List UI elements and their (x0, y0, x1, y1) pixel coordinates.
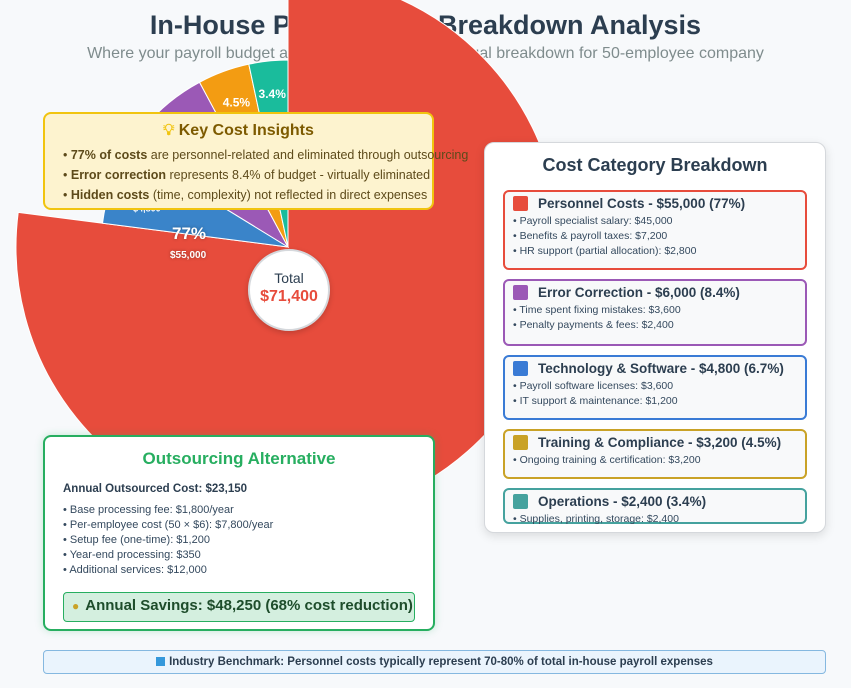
insights-list: 77% of costs are personnel-related and e… (61, 148, 468, 202)
annual-savings-text: Annual Savings: $48,250 (68% cost reduct… (85, 597, 413, 614)
benchmark-text: Industry Benchmark: Personnel costs typi… (169, 656, 713, 668)
category-item: Payroll specialist salary: $45,000 (513, 214, 797, 229)
category-card: Training & Compliance - $3,200 (4.5%) Ong… (503, 429, 807, 479)
category-title-text: Personnel Costs - $55,000 (77%) (538, 196, 746, 211)
outsourcing-item: Additional services: $12,000 (63, 563, 415, 578)
insights-title-text: Key Cost Insights (178, 122, 314, 139)
category-title: Operations - $2,400 (3.4%) (513, 494, 797, 509)
insight-highlight: Error correction (70, 168, 167, 182)
category-item: Penalty payments & fees: $2,400 (513, 318, 797, 333)
outsourcing-item: Base processing fee: $1,800/year (63, 503, 415, 518)
insight-highlight: Hidden costs (70, 188, 150, 202)
category-item: Time spent fixing mistakes: $3,600 (513, 303, 797, 318)
category-card: Technology & Software - $4,800 (6.7%) Pay… (503, 355, 807, 420)
category-item: IT support & maintenance: $1,200 (513, 394, 797, 409)
outsourcing-item: Per-employee cost (50 × $6): $7,800/year (63, 518, 415, 533)
insight-text: (time, complexity) not reflected in dire… (149, 188, 428, 202)
personnel-percent-label: 77% (172, 224, 207, 243)
outsourcing-item: Year-end processing: $350 (63, 548, 415, 563)
insight-text: represents 8.4% of budget - virtually el… (166, 168, 431, 182)
insight-item: 77% of costs are personnel-related and e… (63, 148, 468, 162)
category-title-text: Training & Compliance - $3,200 (4.5%) (538, 435, 782, 450)
category-title: Error Correction - $6,000 (8.4%) (513, 285, 797, 300)
breakdown-title: Cost Category Breakdown (542, 155, 768, 175)
outsourcing-item: Setup fee (one-time): $1,200 (63, 533, 415, 548)
insight-text: are personnel-related and eliminated thr… (147, 148, 469, 162)
insight-item: Error correction represents 8.4% of budg… (63, 168, 430, 182)
category-title: Personnel Costs - $55,000 (77%) (513, 196, 797, 211)
category-item: HR support (partial allocation): $2,800 (513, 244, 797, 259)
category-list: Personnel Costs - $55,000 (77%) Payroll s… (503, 190, 807, 527)
outsourcing-alternative-panel: Outsourcing Alternative Annual Outsource… (43, 435, 435, 631)
category-swatch (513, 196, 528, 211)
cost-category-breakdown: Cost Category Breakdown Personnel Costs … (484, 142, 826, 533)
category-title-text: Technology & Software - $4,800 (6.7%) (538, 361, 784, 376)
category-item: Payroll software licenses: $3,600 (513, 379, 797, 394)
personnel-amount-label: $55,000 (170, 250, 207, 261)
category-card: Personnel Costs - $55,000 (77%) Payroll s… (503, 190, 807, 270)
bar-chart-icon (156, 657, 166, 666)
category-title-text: Error Correction - $6,000 (8.4%) (538, 285, 740, 300)
category-item: Supplies, printing, storage: $2,400 (513, 512, 797, 527)
insights-title: 💡︎ Key Cost Insights (61, 122, 416, 140)
category-item: Benefits & payroll taxes: $7,200 (513, 229, 797, 244)
insight-item: Hidden costs (time, complexity) not refl… (63, 188, 427, 202)
industry-benchmark-banner: Industry Benchmark: Personnel costs typi… (43, 650, 826, 674)
insight-highlight: 77% of costs (70, 148, 148, 162)
category-title: Training & Compliance - $3,200 (4.5%) (513, 435, 797, 450)
category-swatch (513, 435, 528, 450)
category-item: Ongoing training & certification: $3,200 (513, 453, 797, 468)
category-card: Error Correction - $6,000 (8.4%) Time spe… (503, 279, 807, 346)
total-label: Total (274, 270, 304, 286)
slice-percent-label: 4.5% (223, 96, 251, 110)
category-swatch (513, 361, 528, 376)
category-swatch (513, 285, 528, 300)
outsourcing-items: Base processing fee: $1,800/yearPer-empl… (63, 503, 415, 578)
category-title: Technology & Software - $4,800 (6.7%) (513, 361, 797, 376)
category-title-text: Operations - $2,400 (3.4%) (538, 494, 707, 509)
total-badge: Total $71,400 (248, 249, 330, 331)
total-value: $71,400 (260, 288, 318, 305)
category-card: Operations - $2,400 (3.4%) Supplies, prin… (503, 488, 807, 527)
outsourcing-title: Outsourcing Alternative (142, 449, 336, 468)
outsourced-cost: Annual Outsourced Cost: $23,150 (63, 483, 248, 495)
slice-percent-label: 3.4% (259, 87, 287, 101)
lightbulb-icon: 💡︎ (163, 122, 175, 139)
key-insights-panel: 💡︎ Key Cost Insights 77% of costs are pe… (43, 112, 468, 210)
category-swatch (513, 494, 528, 509)
annual-savings-banner: ● Annual Savings: $48,250 (68% cost reduc… (63, 592, 415, 622)
money-bag-icon: ● (72, 599, 80, 613)
